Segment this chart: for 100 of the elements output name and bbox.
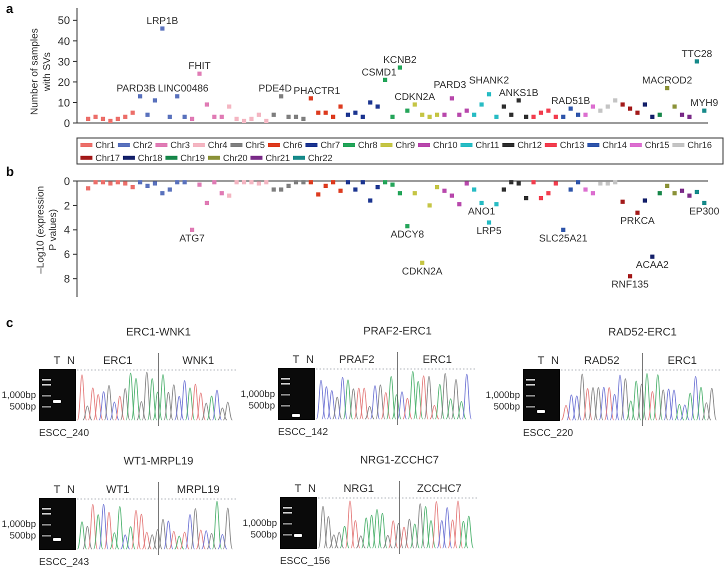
- point: [479, 200, 484, 206]
- point: [212, 180, 216, 184]
- annotation: RAD51B: [551, 96, 590, 108]
- text: T: [538, 355, 545, 367]
- point: [182, 180, 187, 184]
- point: [264, 180, 268, 184]
- text: N: [551, 355, 560, 367]
- point: [561, 228, 566, 232]
- point: [524, 196, 528, 200]
- text: a: [6, 1, 14, 16]
- legend-label: Chr12: [517, 140, 542, 150]
- text: RAD52-ERC1: [608, 326, 677, 338]
- annotation: ANKS1B: [498, 88, 539, 99]
- point: [152, 98, 158, 103]
- point: [546, 191, 550, 196]
- point: [538, 196, 544, 200]
- y-tick-label: 20: [58, 76, 70, 89]
- point: [583, 112, 588, 117]
- text: 500bp: [494, 402, 520, 412]
- y-tick-label: 6: [64, 249, 70, 262]
- point: [398, 191, 402, 196]
- point: [234, 180, 239, 184]
- point: [256, 112, 261, 117]
- y-tick-label: 8: [64, 274, 70, 286]
- point: [390, 182, 395, 187]
- annotation: PARD3: [434, 80, 467, 91]
- point: [130, 110, 135, 115]
- point: [272, 112, 276, 117]
- point: [249, 116, 254, 121]
- annotation: LINC00486: [158, 84, 209, 95]
- point: [613, 180, 618, 184]
- text: ERC1: [422, 354, 452, 366]
- y-tick-label: 4: [64, 224, 70, 237]
- annotation: LRP5: [476, 226, 502, 238]
- point: [145, 184, 150, 188]
- point: [360, 180, 365, 184]
- point: [665, 184, 670, 188]
- point: [694, 59, 699, 64]
- legend-label: Chr18: [138, 153, 162, 163]
- annotation: FHIT: [188, 61, 211, 72]
- annotation: MYH9: [690, 98, 719, 110]
- point: [324, 110, 328, 115]
- point: [242, 118, 246, 124]
- legend-label: Chr13: [560, 140, 584, 150]
- point: [531, 180, 536, 184]
- point: [628, 274, 632, 278]
- legend-label: Chr4: [208, 140, 228, 150]
- point: [175, 94, 180, 98]
- point: [130, 185, 135, 190]
- text: ERC1: [668, 355, 697, 367]
- annotation: PARD3B: [116, 84, 156, 95]
- y-tick-label: 50: [58, 15, 70, 28]
- point: [457, 112, 462, 117]
- text: N: [67, 484, 76, 496]
- point: [428, 203, 432, 208]
- point: [450, 96, 454, 100]
- point: [658, 112, 662, 117]
- point: [256, 181, 261, 186]
- point: [457, 202, 462, 206]
- annotation: RNF135: [611, 280, 650, 291]
- annotation: MACROD2: [642, 75, 693, 86]
- legend-label: Chr1: [95, 140, 115, 150]
- legend-label: Chr14: [602, 140, 627, 150]
- point: [561, 114, 566, 119]
- text: MRPL19: [176, 484, 220, 496]
- legend-label: Chr9: [395, 140, 415, 150]
- point: [382, 78, 388, 82]
- point: [486, 220, 492, 225]
- point: [502, 104, 506, 109]
- point: [434, 185, 440, 190]
- point: [272, 187, 276, 192]
- point: [376, 104, 380, 109]
- legend-label: Chr6: [282, 140, 302, 150]
- point: [338, 104, 343, 109]
- text: N: [306, 354, 314, 366]
- point: [450, 194, 454, 198]
- point: [279, 94, 284, 98]
- text: RAD52: [584, 355, 620, 367]
- point: [405, 108, 410, 113]
- point: [227, 104, 232, 109]
- point: [479, 102, 484, 107]
- point: [583, 187, 588, 192]
- text: 500bp: [10, 530, 36, 542]
- point: [382, 180, 388, 184]
- point: [606, 181, 610, 186]
- legend-label: Chr2: [132, 140, 152, 150]
- point: [628, 106, 632, 111]
- point: [405, 224, 410, 228]
- point: [590, 104, 596, 109]
- point: [100, 116, 106, 121]
- text: NRG1-ZCCHC7: [360, 454, 439, 466]
- y-tick-label: 40: [58, 36, 70, 48]
- point: [509, 180, 514, 184]
- point: [249, 180, 254, 184]
- point: [598, 108, 602, 113]
- point: [554, 181, 558, 186]
- point: [665, 86, 670, 90]
- point: [204, 102, 210, 107]
- text: T: [54, 355, 61, 367]
- point: [538, 110, 544, 115]
